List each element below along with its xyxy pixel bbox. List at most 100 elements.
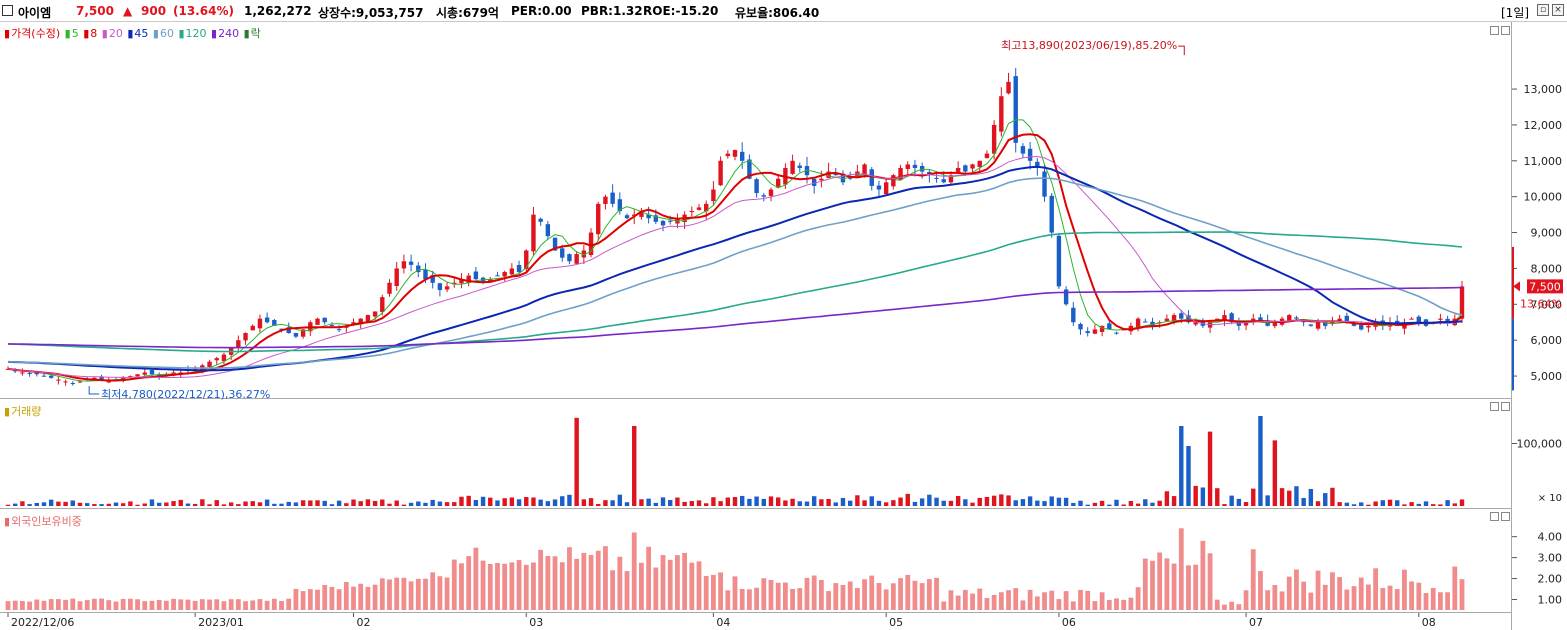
volume-bar [1438, 504, 1443, 506]
volume-bar [747, 498, 752, 506]
foreign-ratio-bar [315, 589, 320, 610]
volume-bar [92, 504, 97, 506]
volume-bar [1121, 504, 1126, 506]
volume-bar [531, 497, 536, 506]
volume-bar [653, 502, 659, 506]
foreign-ratio-bar [113, 601, 119, 610]
ma8-line [7, 133, 1463, 382]
candle-body [351, 322, 356, 325]
foreign-ratio-bar [1445, 592, 1451, 610]
volume-bar [1366, 504, 1371, 506]
volume-bar [891, 500, 896, 506]
candle-body [689, 211, 695, 213]
candle-body [444, 286, 450, 290]
foreign-ratio-bar [70, 598, 76, 610]
foreign-ratio-bar [271, 598, 277, 610]
x-axis [0, 612, 1512, 630]
panel-maximize-icon[interactable] [1490, 26, 1499, 35]
foreign-ratio-bar [1099, 592, 1105, 610]
candle-body [819, 178, 824, 181]
candle-body [862, 164, 867, 175]
volume-bar [236, 504, 241, 506]
foreign-ratio-bar [876, 583, 882, 610]
candle-body [1438, 318, 1443, 320]
candle-body [279, 328, 284, 330]
volume-bar [77, 502, 83, 506]
foreign-ratio-bar [487, 563, 493, 610]
candle-body [646, 214, 651, 219]
volume-bar [488, 497, 493, 506]
foreign-ratio-bar [135, 599, 140, 610]
volume-panel-close-icon[interactable] [1501, 402, 1510, 411]
volume-bar [1078, 500, 1083, 506]
foreign-holding-panel[interactable]: ▮외국인보유비중 [0, 508, 1512, 612]
candle-body [847, 177, 853, 179]
volume-bar [99, 504, 104, 506]
foreign-ratio-bar [264, 600, 270, 610]
candle-body [883, 182, 889, 195]
candle-body [560, 248, 565, 258]
header-checkbox[interactable] [2, 5, 13, 16]
candle-body [1114, 332, 1119, 334]
volume-bar [804, 501, 810, 506]
candle-body [322, 317, 327, 323]
foreign-ratio-bar [840, 584, 846, 610]
candle-body [610, 192, 615, 204]
candle-body [502, 272, 507, 277]
foreign-panel-close-icon[interactable] [1501, 512, 1510, 521]
foreign-panel-maximize-icon[interactable] [1490, 512, 1499, 521]
foreign-ratio-bar [34, 599, 40, 610]
candle-body [919, 165, 925, 172]
volume-bar [689, 501, 695, 506]
volume-panel-maximize-icon[interactable] [1490, 402, 1499, 411]
candle-body [495, 275, 500, 277]
high-price-label: 최고13,890(2023/06/19),85.20% [1001, 39, 1177, 52]
volume-bar [560, 496, 565, 506]
candle-body [300, 329, 306, 337]
candle-body [1243, 322, 1249, 326]
close-icon[interactable]: × [1552, 4, 1564, 16]
volume-bar [588, 498, 594, 506]
candle-body [567, 254, 572, 262]
foreign-ratio-bar [1337, 577, 1343, 610]
volume-legend-label: 거래량 [11, 405, 42, 418]
foreign-ratio-bar [1380, 587, 1386, 610]
x-axis-label: 2022/12/06 [11, 616, 74, 629]
foreign-ratio-bar [1056, 599, 1062, 610]
foreign-ratio-bar [286, 598, 292, 610]
volume-panel[interactable]: ▮거래량 [0, 398, 1512, 508]
volume-bar [142, 503, 147, 506]
foreign-ratio-bar [394, 577, 400, 610]
volume-bar [444, 502, 450, 506]
foreign-ratio-bar [869, 575, 875, 610]
candle-body [264, 317, 270, 323]
volume-bar [480, 496, 486, 506]
foreign-ratio-bar [1243, 590, 1249, 610]
foreign-ratio-bar [171, 598, 176, 610]
volume-bar [905, 493, 910, 506]
foreign-ratio-bar [1409, 581, 1415, 610]
volume-bar [1380, 500, 1386, 506]
foreign-ratio-bar [782, 582, 788, 610]
volume-bar [545, 501, 551, 506]
float-ratio: 유보율:806.40 [735, 6, 820, 20]
maximize-icon[interactable]: ▫ [1537, 4, 1549, 16]
volume-bar [1402, 504, 1407, 506]
foreign-ratio-bar [415, 578, 421, 610]
candle-body [725, 153, 731, 157]
foreign-ratio-bar [545, 556, 551, 610]
foreign-ratio-bar [120, 598, 126, 610]
candle-body [1071, 307, 1076, 323]
panel-close-icon[interactable] [1501, 26, 1510, 35]
volume-bar [394, 500, 399, 506]
volume-bar [1258, 416, 1263, 506]
period-selector[interactable]: [1일] [1501, 6, 1530, 20]
price-panel[interactable]: ▮가격(수정) ▮5 ▮8 ▮20 ▮45 ▮60 ▮120 ▮240 ▮락 [0, 22, 1512, 398]
candle-body [1222, 315, 1227, 320]
current-price-marker-icon [1513, 281, 1520, 292]
low-arrow-icon [88, 385, 100, 395]
volume-bar [646, 498, 651, 506]
candle-body [1006, 81, 1011, 94]
foreign-ratio-bar [1063, 591, 1069, 610]
candle-body [1107, 323, 1112, 330]
